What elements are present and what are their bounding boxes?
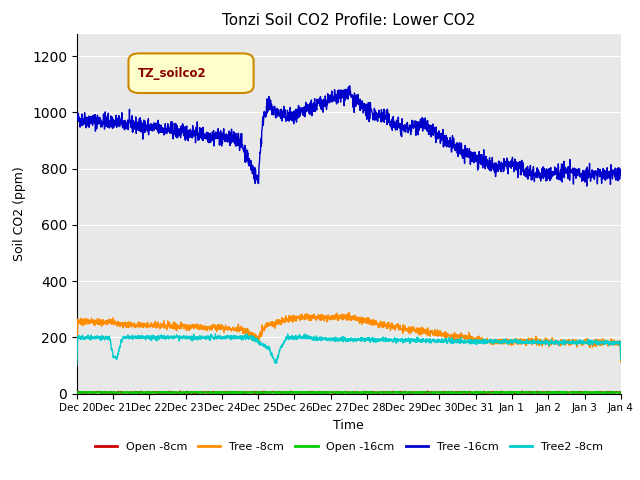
- Title: Tonzi Soil CO2 Profile: Lower CO2: Tonzi Soil CO2 Profile: Lower CO2: [222, 13, 476, 28]
- Y-axis label: Soil CO2 (ppm): Soil CO2 (ppm): [13, 166, 26, 261]
- Legend: Open -8cm, Tree -8cm, Open -16cm, Tree -16cm, Tree2 -8cm: Open -8cm, Tree -8cm, Open -16cm, Tree -…: [90, 438, 607, 456]
- FancyBboxPatch shape: [129, 53, 253, 93]
- X-axis label: Time: Time: [333, 419, 364, 432]
- Text: TZ_soilco2: TZ_soilco2: [138, 67, 206, 80]
